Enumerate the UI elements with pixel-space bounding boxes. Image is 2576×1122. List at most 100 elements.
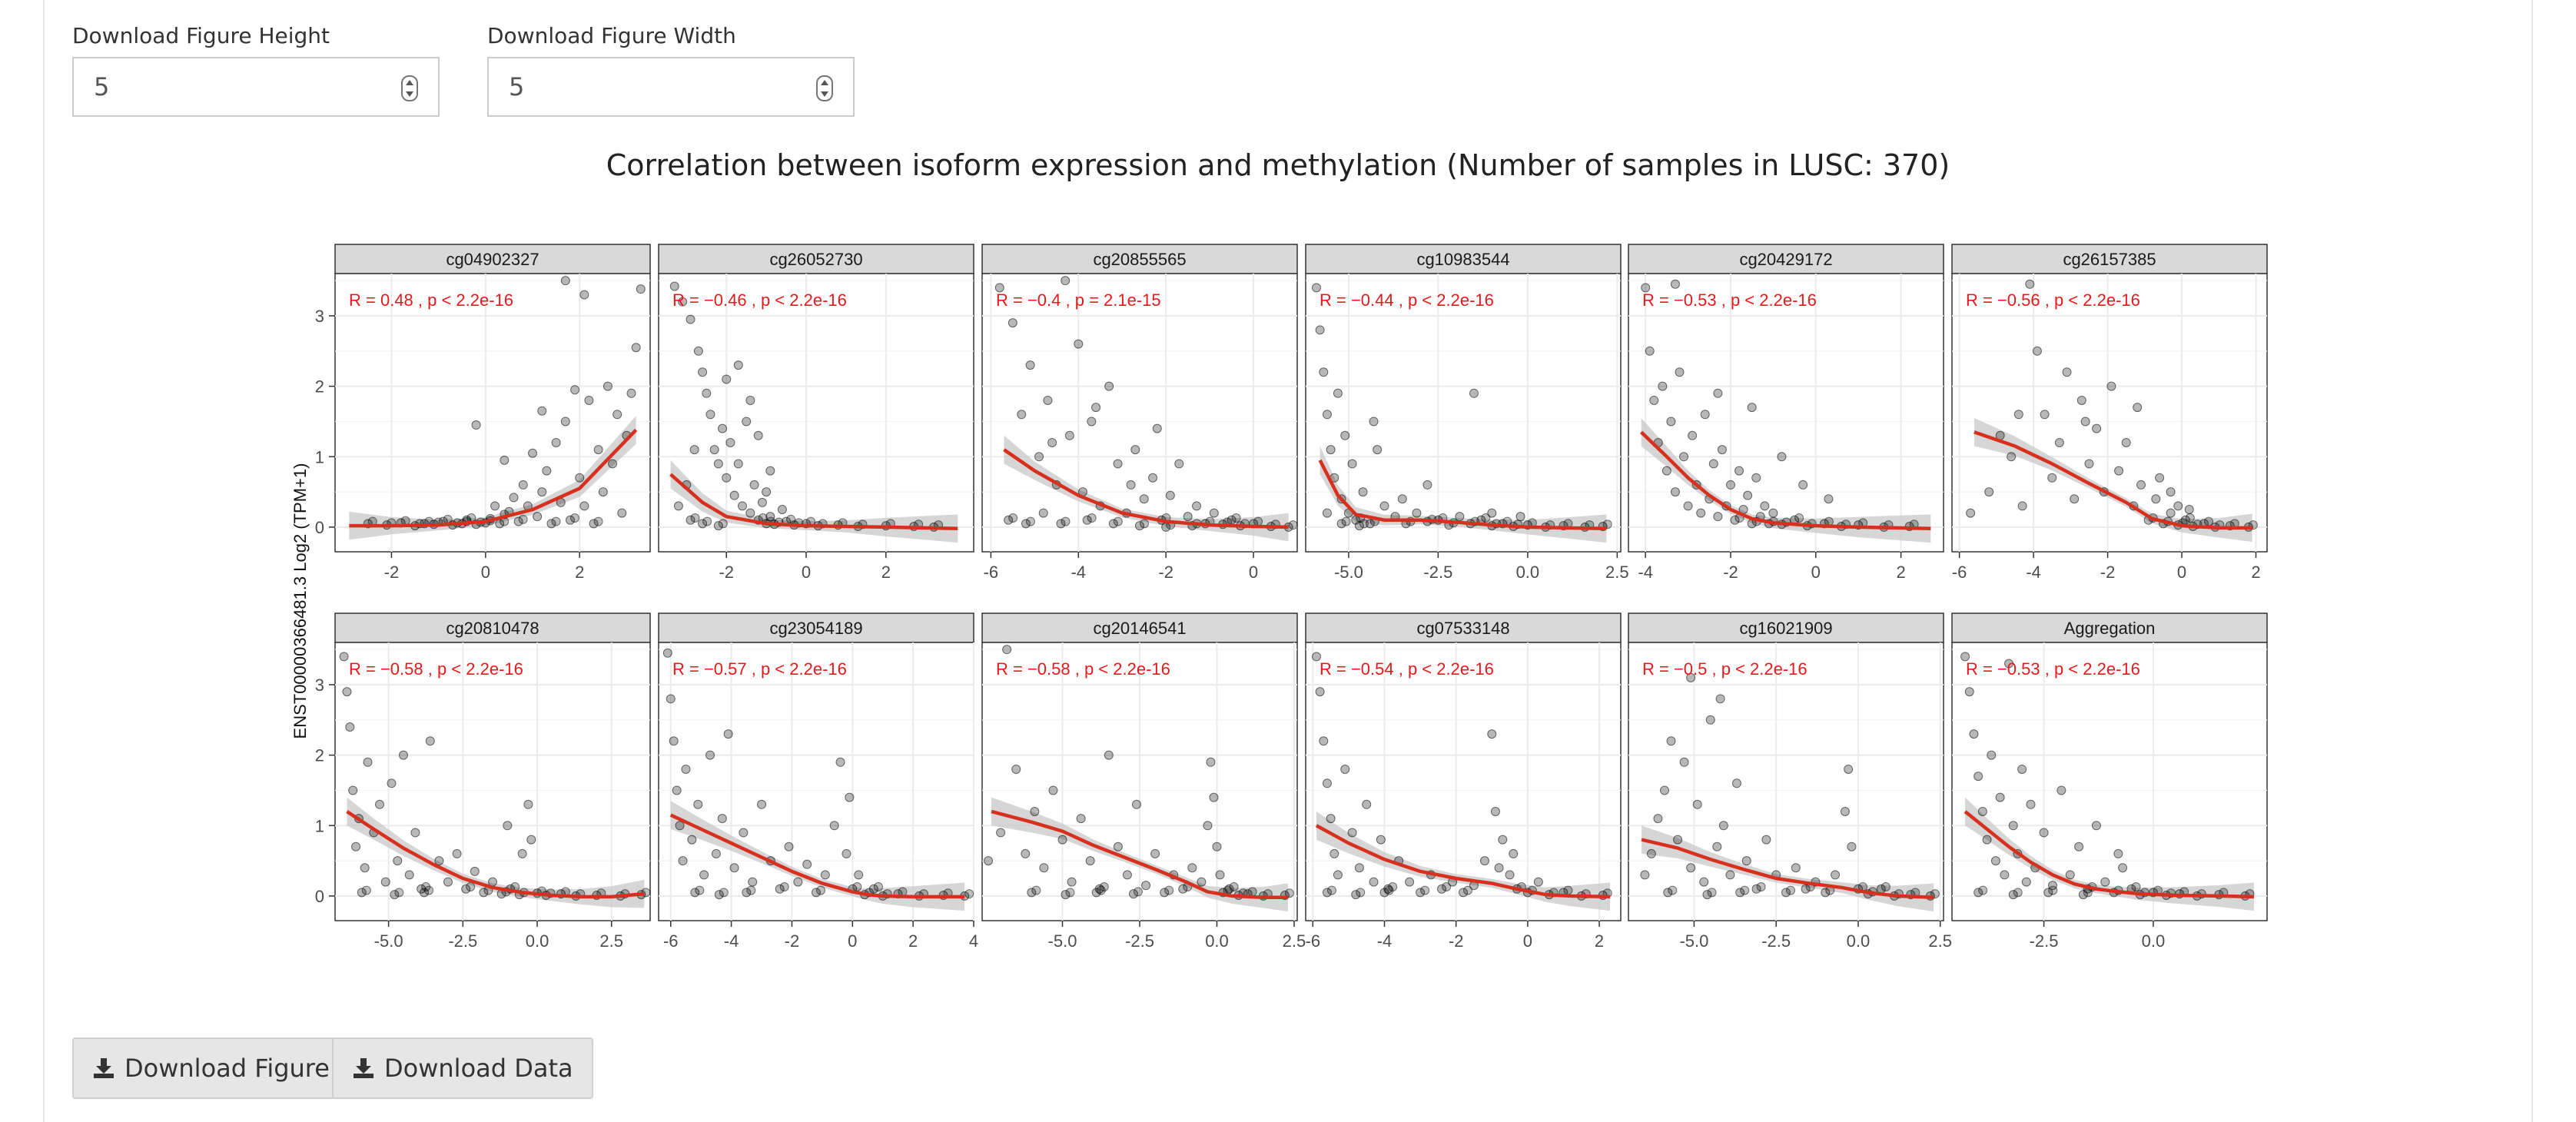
scatter-point — [2106, 381, 2116, 391]
scatter-point — [699, 870, 709, 880]
scatter-point — [2048, 885, 2058, 895]
facet-plot-area — [658, 642, 974, 921]
scatter-point — [757, 497, 767, 507]
scatter-point — [1183, 512, 1193, 522]
y-tick-label: 1 — [315, 816, 324, 835]
y-tick-label: 3 — [315, 676, 324, 695]
scatter-point — [570, 385, 580, 395]
scatter-point — [1030, 806, 1040, 816]
scatter-point — [2133, 403, 2143, 413]
scatter-point — [1329, 848, 1339, 858]
scatter-point — [1969, 729, 1979, 739]
scatter-point — [342, 687, 352, 697]
x-tick-label: -2 — [719, 563, 734, 582]
gridlines — [335, 274, 650, 552]
scatter-point — [1658, 381, 1668, 391]
scatter-point — [1099, 882, 1109, 892]
scatter-point — [1688, 430, 1698, 440]
scatter-point — [2056, 785, 2066, 795]
scatter-point — [1777, 452, 1787, 462]
scatter-point — [1322, 888, 1332, 898]
scatter-point — [380, 877, 390, 887]
scatter-point — [1152, 423, 1162, 433]
scatter-point — [996, 828, 1006, 838]
scatter-point — [1696, 508, 1706, 518]
figure-width-input[interactable]: 5 — [487, 57, 855, 117]
y-axis-label: ENST00000366481.3 Log2 (TPM+1) — [290, 463, 310, 739]
x-tick-label: 0.0 — [1847, 931, 1871, 951]
scatter-point — [1340, 764, 1350, 774]
scatter-point — [1713, 512, 1723, 522]
scatter-point — [725, 437, 735, 447]
scatter-point — [1794, 513, 1804, 523]
scatter-point — [1405, 877, 1415, 887]
scatter-point — [533, 512, 543, 522]
gridlines — [659, 274, 974, 552]
scatter-point — [598, 487, 608, 497]
x-tick-label: -2.5 — [1423, 563, 1452, 582]
download-data-button[interactable]: Download Data — [332, 1037, 593, 1099]
scatter-point — [1487, 729, 1497, 739]
scatter-point — [1383, 884, 1393, 894]
scatter-point — [551, 516, 561, 526]
scatter-point — [718, 519, 728, 529]
download-figure-button[interactable]: Download Figure — [72, 1037, 350, 1099]
x-tick-label: -5.0 — [1679, 931, 1708, 951]
scatter-point — [1369, 417, 1379, 427]
scatter-point — [357, 888, 367, 898]
fit-line — [1640, 430, 1931, 531]
scatter-point — [784, 842, 794, 851]
scatter-point — [1881, 882, 1891, 892]
scatter-point — [1563, 885, 1573, 895]
scatter-point — [2017, 764, 2027, 774]
scatter-point — [1085, 856, 1095, 866]
scatter-point — [1165, 490, 1175, 500]
fit-line — [669, 473, 958, 531]
scatter-point — [1354, 863, 1364, 873]
scatter-point — [1533, 877, 1543, 887]
scatter-point — [1708, 459, 1718, 469]
figure-height-label: Download Figure Height — [72, 23, 330, 48]
scatter-point — [1359, 519, 1369, 529]
chart-title: Correlation between isoform expression a… — [606, 148, 1950, 182]
scatter-point — [2114, 466, 2124, 476]
scatter-point — [1025, 360, 1035, 370]
scatter-points — [662, 648, 974, 901]
scatter-point — [1091, 888, 1101, 898]
scatter-point — [675, 821, 685, 831]
scatter-point — [765, 466, 775, 476]
number-spinner-icon[interactable] — [816, 75, 833, 101]
scatter-point — [2021, 877, 2031, 887]
scatter-point — [471, 420, 481, 430]
scatter-point — [603, 381, 612, 391]
scatter-point — [1640, 870, 1650, 880]
scatter-point — [1311, 283, 1321, 293]
scatter-point — [793, 877, 803, 887]
scatter-point — [1034, 452, 1044, 462]
scatter-point — [2131, 882, 2141, 892]
scatter-point — [434, 856, 444, 866]
figure-height-input[interactable]: 5 — [72, 57, 440, 117]
confidence-band — [670, 460, 958, 543]
facet-strip-label: cg07533148 — [1416, 619, 1509, 638]
scatter-point — [673, 501, 683, 511]
scatter-point — [2080, 417, 2090, 427]
scatter-point — [1490, 806, 1500, 816]
scatter-point — [2173, 501, 2183, 511]
facet-panel: cg16021909 R = −0.5 , p < 2.2e-16 -5.0 -2.5… — [1628, 612, 1952, 951]
correlation-annotation: R = −0.53 , p < 2.2e-16 — [1966, 659, 2140, 679]
scatter-point — [729, 863, 739, 873]
scatter-point — [681, 764, 691, 774]
scatter-point — [2084, 459, 2094, 469]
scatter-point — [689, 445, 699, 455]
facet-strip-label: cg20429172 — [1739, 250, 1832, 269]
scatter-point — [579, 290, 589, 300]
number-spinner-icon[interactable] — [401, 75, 418, 101]
scatter-point — [1479, 856, 1489, 866]
fit-line — [991, 809, 1288, 900]
scatter-point — [2065, 870, 2075, 880]
scatter-point — [1661, 466, 1671, 476]
facet-panel: cg20146541 R = −0.58 , p < 2.2e-16 -5.0 -2.… — [981, 612, 1306, 951]
x-tick-label: -4 — [1638, 563, 1653, 582]
scatter-point — [1091, 403, 1101, 413]
